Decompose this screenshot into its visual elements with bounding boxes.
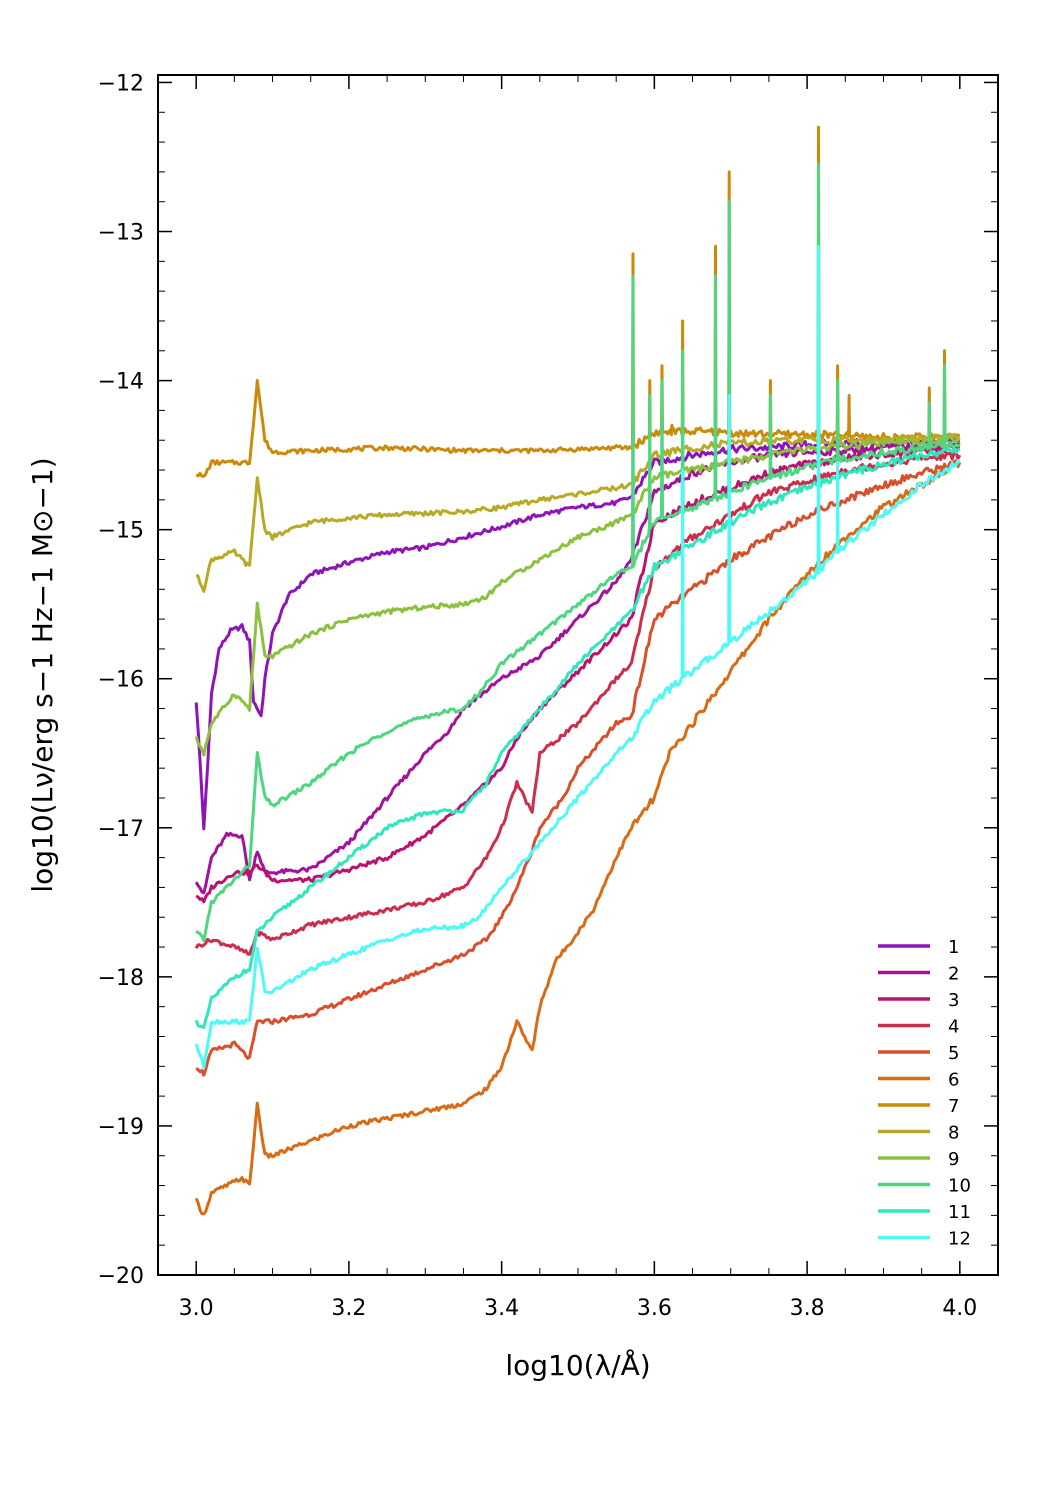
y-tick-label: −16	[98, 668, 144, 693]
series-line-3	[195, 443, 960, 904]
legend-label-3: 3	[948, 990, 959, 1011]
series-line-2	[194, 440, 961, 895]
x-tick-label: 3.0	[179, 1296, 214, 1321]
y-tick-label: −17	[98, 817, 144, 842]
y-axis-label: log10(Lν/erg s−1 Hz−1 M⊙−1)	[26, 457, 59, 892]
legend-label-10: 10	[948, 1176, 971, 1197]
legend-label-11: 11	[948, 1202, 971, 1223]
y-tick-label: −14	[98, 370, 144, 395]
y-tick-label: −15	[98, 519, 144, 544]
legend-label-12: 12	[948, 1229, 971, 1250]
legend-label-1: 1	[948, 937, 959, 958]
series-line-7	[195, 125, 961, 478]
x-tick-label: 3.4	[484, 1296, 519, 1321]
series-line-8	[195, 432, 961, 593]
x-tick-label: 4.0	[942, 1296, 977, 1321]
legend-label-6: 6	[948, 1070, 959, 1091]
y-tick-label: −13	[98, 221, 144, 246]
y-tick-label: −18	[98, 966, 144, 991]
series-line-11	[194, 446, 961, 1030]
axes-layer: 3.0 3.2 3.4 3.6 3.8 4.0 −12 −13 −14 −15 −16 −17 −18 −…	[98, 71, 999, 1321]
legend-label-5: 5	[948, 1043, 959, 1064]
series-line-10	[195, 162, 961, 943]
x-tick-label: 3.6	[637, 1296, 672, 1321]
y-tick-label: −19	[98, 1115, 144, 1140]
x-tick-label: 3.8	[790, 1296, 825, 1321]
legend-label-9: 9	[948, 1149, 959, 1170]
series-layer	[194, 125, 962, 1216]
legend-label-4: 4	[948, 1017, 959, 1038]
legend-label-7: 7	[948, 1096, 959, 1117]
series-line-4	[194, 450, 962, 956]
series-line-12	[194, 244, 961, 1070]
y-tick-label: −20	[98, 1264, 144, 1289]
legend-label-2: 2	[948, 964, 959, 985]
series-line-5	[195, 459, 962, 1077]
y-tick-label: −12	[98, 71, 144, 96]
x-axis-label: log10(λ/Å)	[505, 1348, 650, 1382]
x-tick-label: 3.2	[331, 1296, 366, 1321]
series-line-9	[194, 435, 961, 757]
legend-label-8: 8	[948, 1123, 959, 1144]
